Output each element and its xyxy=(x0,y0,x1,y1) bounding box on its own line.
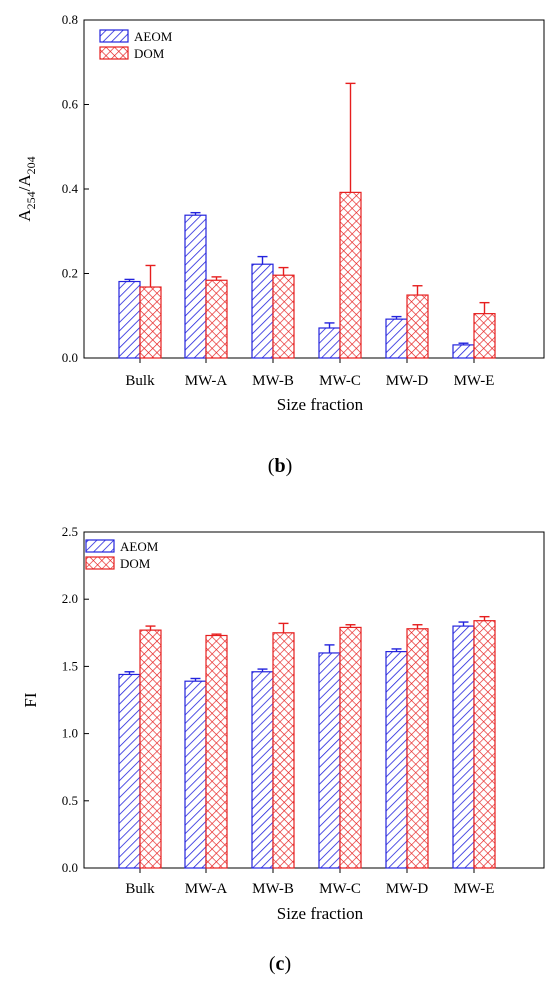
bar-dom xyxy=(473,313,496,359)
panel-label-open: ( xyxy=(268,455,275,477)
x-tick-label: MW-B xyxy=(252,881,294,897)
bar-dom xyxy=(406,628,429,869)
y-tick-label: 0.0 xyxy=(62,350,78,365)
bar-dom xyxy=(406,294,429,359)
bar-aeom xyxy=(385,651,408,869)
bar-dom xyxy=(272,274,295,359)
bar-aeom xyxy=(318,327,341,359)
bar-dom xyxy=(473,620,496,869)
bar-aeom xyxy=(251,671,274,869)
bar-dom xyxy=(205,279,228,359)
legend-label-dom: DOM xyxy=(134,46,165,61)
x-axis-title: Size fraction xyxy=(277,395,364,414)
bar-aeom xyxy=(118,280,141,359)
y-tick-label: 0.6 xyxy=(62,97,79,112)
bar-aeom xyxy=(118,673,141,869)
panel-label-letter: c xyxy=(276,953,285,975)
legend-label-aeom: AEOM xyxy=(120,539,159,554)
legend-label-dom: DOM xyxy=(120,556,151,571)
x-tick-label: MW-D xyxy=(386,373,429,389)
panel-label: (b) xyxy=(268,455,292,477)
bar-dom xyxy=(339,626,362,869)
y-axis-title-base: A xyxy=(15,209,34,222)
panel-label: (c) xyxy=(269,953,291,975)
x-tick-label: Bulk xyxy=(125,881,155,897)
x-tick-label: MW-A xyxy=(185,881,228,897)
y-tick-label: 1.5 xyxy=(62,658,78,673)
panel-label-letter: b xyxy=(274,455,285,477)
bar-aeom xyxy=(251,263,274,359)
y-tick-label: 0.4 xyxy=(62,181,79,196)
y-axis-title-base: FI xyxy=(21,692,40,707)
x-tick-label: MW-D xyxy=(386,881,429,897)
x-tick-label: MW-A xyxy=(185,373,228,389)
plot-frame xyxy=(83,531,545,869)
legend-swatch-dom xyxy=(85,556,115,570)
x-tick-label: MW-C xyxy=(319,881,361,897)
y-tick-label: 0.8 xyxy=(62,12,78,27)
y-tick-label: 0.0 xyxy=(62,860,78,875)
bar-aeom xyxy=(184,680,207,869)
y-tick-label: 0.5 xyxy=(62,793,78,808)
y-axis-title-sep: /A xyxy=(15,174,34,192)
bar-dom xyxy=(272,632,295,869)
bar-aeom xyxy=(318,652,341,869)
bar-aeom xyxy=(452,344,475,359)
y-axis-title-sub2: 204 xyxy=(24,156,38,174)
x-tick-label: Bulk xyxy=(125,373,155,389)
x-tick-label: MW-E xyxy=(454,373,495,389)
legend-swatch-aeom xyxy=(85,539,115,553)
y-axis-title: FI xyxy=(21,692,40,707)
y-axis-title-sub1: 254 xyxy=(24,191,38,209)
bar-dom xyxy=(139,629,162,869)
bar-aeom xyxy=(452,625,475,869)
legend-swatch-aeom xyxy=(99,29,129,43)
x-tick-label: MW-B xyxy=(252,373,294,389)
panel-label-open: ( xyxy=(269,953,276,975)
legend-label-aeom: AEOM xyxy=(134,29,173,44)
y-tick-label: 0.2 xyxy=(62,266,78,281)
bar-dom xyxy=(339,191,362,359)
panel-label-close: ) xyxy=(286,455,293,477)
x-axis-title: Size fraction xyxy=(277,904,364,923)
chart-panel-b: 0.0 0.2 0.4 0.6 0.8 Bulk MW-A MW-B MW-C MW-D MW-E S… xyxy=(15,12,545,477)
y-tick-label: 1.0 xyxy=(62,726,78,741)
bar-aeom xyxy=(385,318,408,359)
bar-dom xyxy=(205,634,228,869)
chart-panel-c: 0.0 0.5 1.0 1.5 2.0 2.5 Bulk MW-A MW-B MW-C MW-D MW… xyxy=(21,524,545,975)
y-tick-label: 2.0 xyxy=(62,591,78,606)
x-tick-label: MW-C xyxy=(319,373,361,389)
bar-aeom xyxy=(184,214,207,359)
y-axis-title: A254/A204 xyxy=(15,156,38,221)
x-tick-label: MW-E xyxy=(454,881,495,897)
bar-dom xyxy=(139,286,162,359)
legend-swatch-dom xyxy=(99,46,129,60)
y-tick-label: 2.5 xyxy=(62,524,78,539)
panel-label-close: ) xyxy=(284,953,291,975)
